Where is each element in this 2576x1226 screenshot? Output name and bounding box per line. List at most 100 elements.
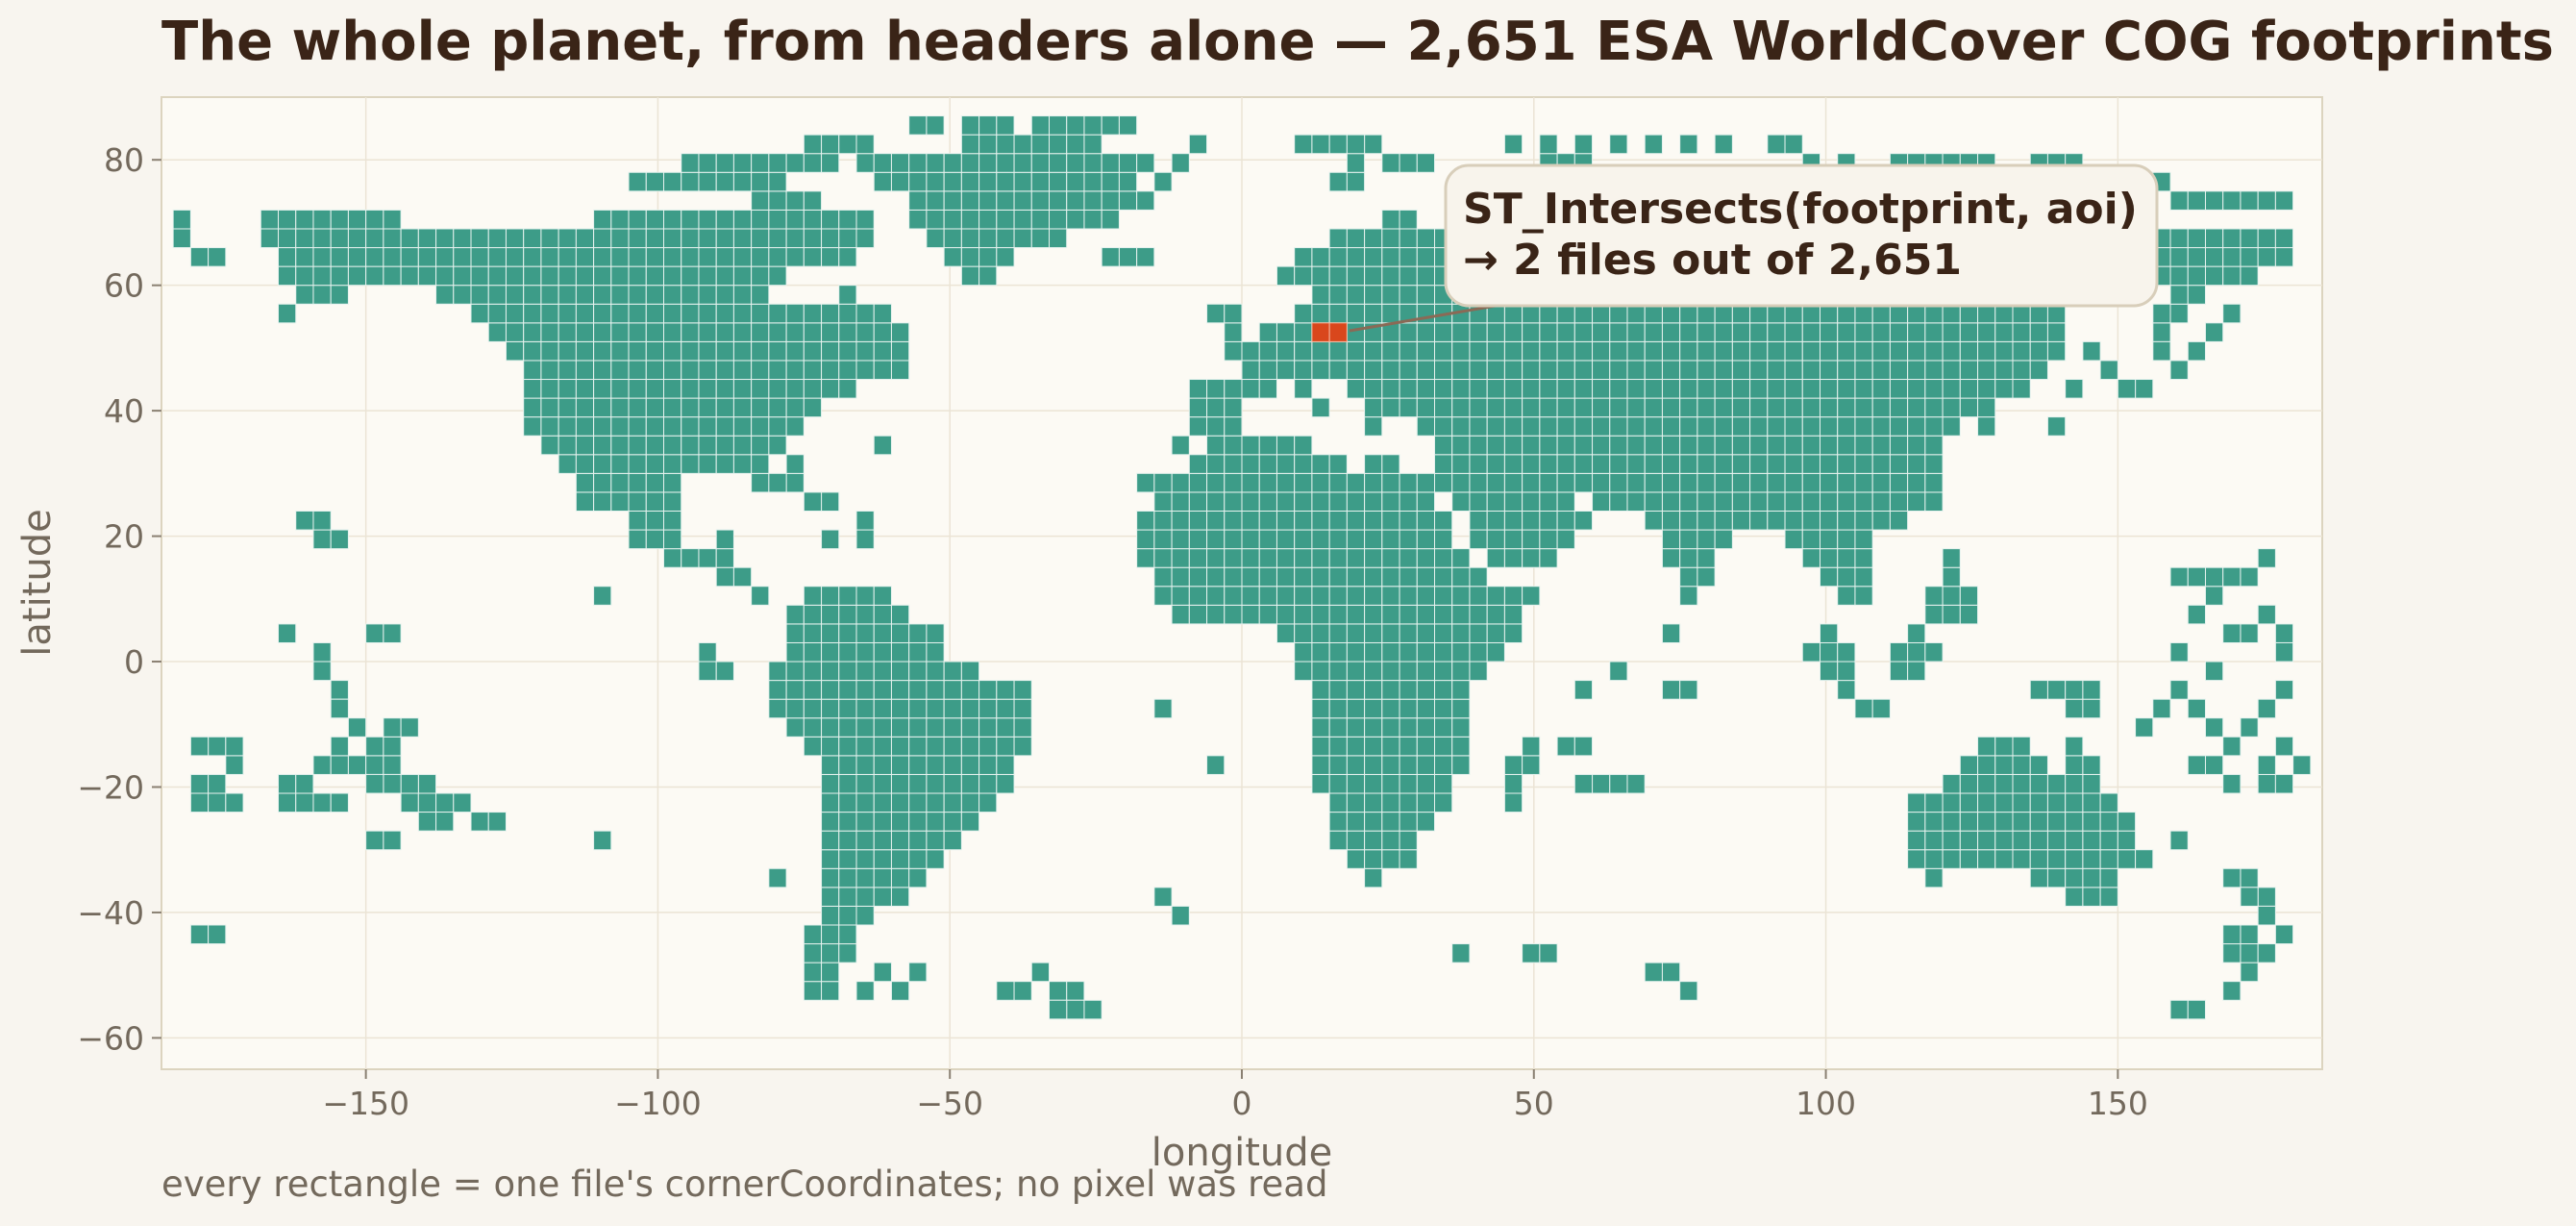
footprint-tile	[1819, 379, 1839, 399]
footprint-tile	[855, 981, 875, 1001]
footprint-tile	[943, 190, 962, 211]
footprint-tile	[2082, 340, 2101, 362]
footprint-tile	[1714, 491, 1733, 512]
footprint-tile	[1258, 435, 1277, 456]
footprint-tile	[1346, 641, 1366, 663]
footprint-tile	[1364, 717, 1383, 738]
footprint-tile	[996, 717, 1015, 738]
footprint-tile	[751, 153, 770, 173]
footprint-tile	[1258, 379, 1277, 399]
footprint-tile	[1977, 360, 1996, 381]
footprint-tile	[523, 228, 542, 249]
footprint-tile	[768, 322, 787, 342]
footprint-tile	[2117, 830, 2137, 851]
footprint-tile	[1083, 153, 1102, 173]
footprint-tile	[1784, 435, 1803, 456]
footprint-tile	[785, 680, 805, 700]
footprint-tile	[1819, 623, 1839, 643]
footprint-tile	[1451, 661, 1471, 682]
footprint-tile	[2065, 867, 2084, 888]
footprint-tile	[1609, 773, 1628, 794]
footprint-tile	[1328, 661, 1348, 682]
footprint-tile	[1083, 115, 1102, 136]
footprint-tile	[1346, 566, 1366, 588]
footprint-tile	[1276, 454, 1296, 474]
footprint-tile	[1416, 228, 1436, 249]
footprint-tile	[1801, 454, 1821, 474]
footprint-tile	[873, 153, 892, 173]
footprint-tile	[996, 698, 1015, 719]
footprint-tile	[2082, 887, 2101, 907]
footprint-tile	[312, 641, 332, 663]
footprint-tile	[1346, 303, 1366, 324]
footprint-tile	[1503, 586, 1523, 606]
footprint-tile	[2065, 849, 2084, 869]
footprint-tile	[1767, 454, 1786, 474]
footprint-tile	[732, 322, 753, 342]
footprint-tile	[1346, 830, 1366, 851]
footprint-tile	[1294, 472, 1313, 493]
footprint-tile	[1679, 548, 1698, 568]
footprint-tile	[1311, 472, 1330, 493]
footprint-tile	[628, 303, 647, 324]
footprint-tile	[803, 360, 823, 381]
footprint-tile	[2274, 623, 2294, 643]
footprint-tile	[978, 134, 998, 155]
footprint-tile	[1661, 962, 1681, 983]
footprint-tile	[681, 247, 700, 267]
footprint-tile	[681, 379, 700, 399]
footprint-tile	[1679, 529, 1698, 550]
footprint-tile	[365, 623, 384, 643]
footprint-tile	[1854, 510, 1873, 531]
footprint-tile	[1767, 472, 1786, 493]
footprint-tile	[663, 510, 682, 531]
footprint-tile	[505, 228, 525, 249]
footprint-tile	[278, 773, 297, 794]
footprint-tile	[821, 604, 840, 625]
footprint-tile	[960, 792, 980, 813]
footprint-tile	[1661, 623, 1681, 643]
footprint-tile	[855, 830, 875, 851]
footprint-tile	[2274, 773, 2294, 794]
footprint-tile	[1522, 586, 1541, 606]
footprint-tile	[1381, 285, 1400, 305]
footprint-tile	[2240, 924, 2259, 945]
footprint-tile	[1049, 999, 1068, 1020]
footprint-tile	[1381, 661, 1400, 682]
footprint-tile	[645, 416, 665, 437]
footprint-tile	[1399, 265, 1418, 287]
footprint-tile	[1573, 773, 1594, 794]
footprint-tile	[926, 171, 945, 192]
footprint-tile	[1188, 379, 1208, 399]
footprint-tile	[557, 397, 577, 418]
footprint-tile	[575, 491, 595, 512]
footprint-tile	[1451, 755, 1471, 775]
footprint-tile	[2274, 247, 2294, 267]
footprint-tile	[383, 717, 402, 738]
footprint-tile	[2065, 698, 2084, 719]
footprint-tile	[873, 736, 892, 757]
footprint-tile	[523, 340, 542, 362]
footprint-tile	[1609, 340, 1628, 362]
footprint-tile	[1609, 661, 1628, 682]
footprint-tile	[593, 435, 612, 456]
footprint-tile	[1224, 510, 1243, 531]
footprint-tile	[1381, 755, 1400, 775]
footprint-tile	[855, 604, 875, 625]
footprint-tile	[1381, 529, 1400, 550]
footprint-tile	[172, 228, 191, 249]
footprint-tile	[1522, 943, 1541, 963]
footprint-tile	[1434, 661, 1453, 682]
footprint-tile	[1451, 586, 1471, 606]
footprint-tile	[628, 416, 647, 437]
footprint-tile	[278, 265, 297, 287]
footprint-tile	[1030, 171, 1051, 192]
x-tick-label: 150	[2088, 1085, 2148, 1122]
footprint-tile	[1399, 812, 1418, 832]
footprint-tile	[1994, 792, 2014, 813]
footprint-tile	[960, 717, 980, 738]
footprint-tile	[943, 153, 962, 173]
footprint-tile	[908, 698, 928, 719]
footprint-tile	[312, 661, 332, 682]
footprint-tile	[1644, 322, 1663, 342]
